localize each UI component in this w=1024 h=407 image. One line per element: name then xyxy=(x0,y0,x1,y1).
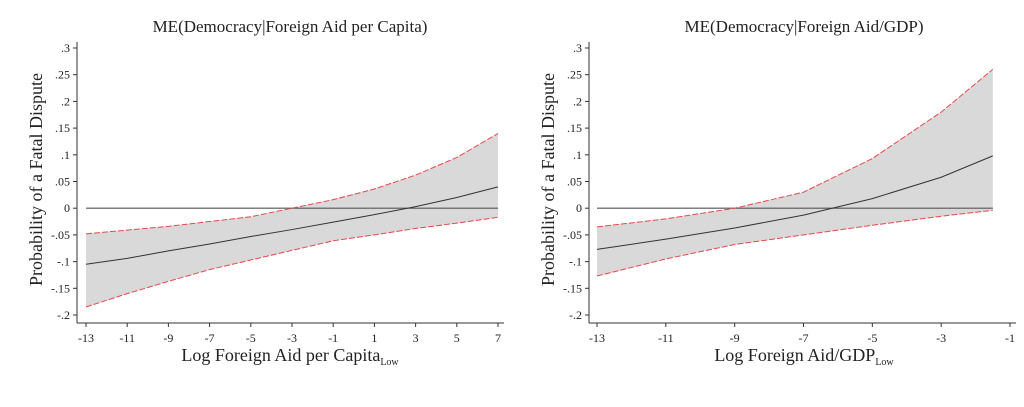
lower-ci-line xyxy=(596,209,993,277)
y-tick-label: -.2 xyxy=(57,308,70,322)
x-tick-label: -13 xyxy=(589,331,605,345)
y-tick-label: 0 xyxy=(64,201,70,215)
x-tick-label: -5 xyxy=(246,331,256,345)
x-tick-label: -9 xyxy=(730,331,740,345)
chart-title: ME(Democracy|Foreign Aid per Capita) xyxy=(153,17,428,36)
x-tick-label: -11 xyxy=(119,331,135,345)
x-tick-label: 5 xyxy=(454,331,460,345)
y-axis-label: Probability of a Fatal Dispute xyxy=(538,73,558,286)
y-tick-label: -.15 xyxy=(563,281,582,295)
x-tick-label: -1 xyxy=(328,331,338,345)
y-tick-label: .2 xyxy=(61,94,70,108)
confidence-band xyxy=(86,133,498,307)
x-tick-label: -5 xyxy=(867,331,877,345)
y-tick-label: -.05 xyxy=(563,228,582,242)
y-tick-label: 0 xyxy=(576,201,582,215)
y-tick-label: .05 xyxy=(55,175,70,189)
y-tick-label: .15 xyxy=(55,121,70,135)
y-tick-label: .3 xyxy=(573,41,582,55)
x-tick-label: -1 xyxy=(1005,331,1015,345)
x-tick-label: -3 xyxy=(936,331,946,345)
x-axis-label: Log Foreign Aid/GDPLow xyxy=(714,345,894,368)
x-tick-label: -13 xyxy=(78,331,94,345)
y-tick-label: .1 xyxy=(61,148,70,162)
y-tick-label: .1 xyxy=(573,148,582,162)
x-tick-label: -3 xyxy=(287,331,297,345)
x-tick-label: -9 xyxy=(163,331,173,345)
upper-ci-line xyxy=(596,68,994,228)
y-tick-label: .05 xyxy=(567,175,582,189)
estimate-line xyxy=(85,186,499,265)
y-tick-label: .25 xyxy=(567,68,582,82)
x-tick-label: -7 xyxy=(205,331,215,345)
y-tick-label: .3 xyxy=(61,41,70,55)
chart-title: ME(Democracy|Foreign Aid/GDP) xyxy=(685,17,924,36)
estimate-line xyxy=(596,155,993,250)
x-axis-label-main: Log Foreign Aid per Capita xyxy=(181,345,380,365)
y-tick-label: .15 xyxy=(567,121,582,135)
y-tick-label: -.1 xyxy=(569,255,582,269)
lower-ci-line xyxy=(85,216,499,308)
y-axis-label: Probability of a Fatal Dispute xyxy=(26,73,46,286)
x-tick-label: 7 xyxy=(495,331,501,345)
confidence-band xyxy=(597,69,993,277)
x-tick-label: -7 xyxy=(799,331,809,345)
x-axis-label-subscript: Low xyxy=(875,357,894,368)
upper-ci-line xyxy=(85,133,499,235)
y-tick-label: .2 xyxy=(573,94,582,108)
y-tick-label: .25 xyxy=(55,68,70,82)
chart-panel-0: -.2-.15-.1-.050.05.1.15.2.25.3-13 -11 -9 -7… xyxy=(26,17,504,368)
x-axis-label-subscript: Low xyxy=(380,357,399,368)
x-tick-label: 3 xyxy=(413,331,419,345)
x-axis-label-main: Log Foreign Aid/GDP xyxy=(714,345,875,365)
x-tick-label: 1 xyxy=(371,331,377,345)
chart-panel-1: -.2 -.15 -.1 -.05 0 .05 .1 .15 .2 .25 .3 -13 -11 -9 -7… xyxy=(538,17,1016,368)
x-tick-label: -11 xyxy=(658,331,674,345)
y-tick-label: -.2 xyxy=(569,308,582,322)
y-tick-label: -.1 xyxy=(57,255,70,269)
y-tick-label: -.05 xyxy=(51,228,70,242)
x-axis-label: Log Foreign Aid per CapitaLow xyxy=(181,345,399,368)
y-tick-label: -.15 xyxy=(51,281,70,295)
